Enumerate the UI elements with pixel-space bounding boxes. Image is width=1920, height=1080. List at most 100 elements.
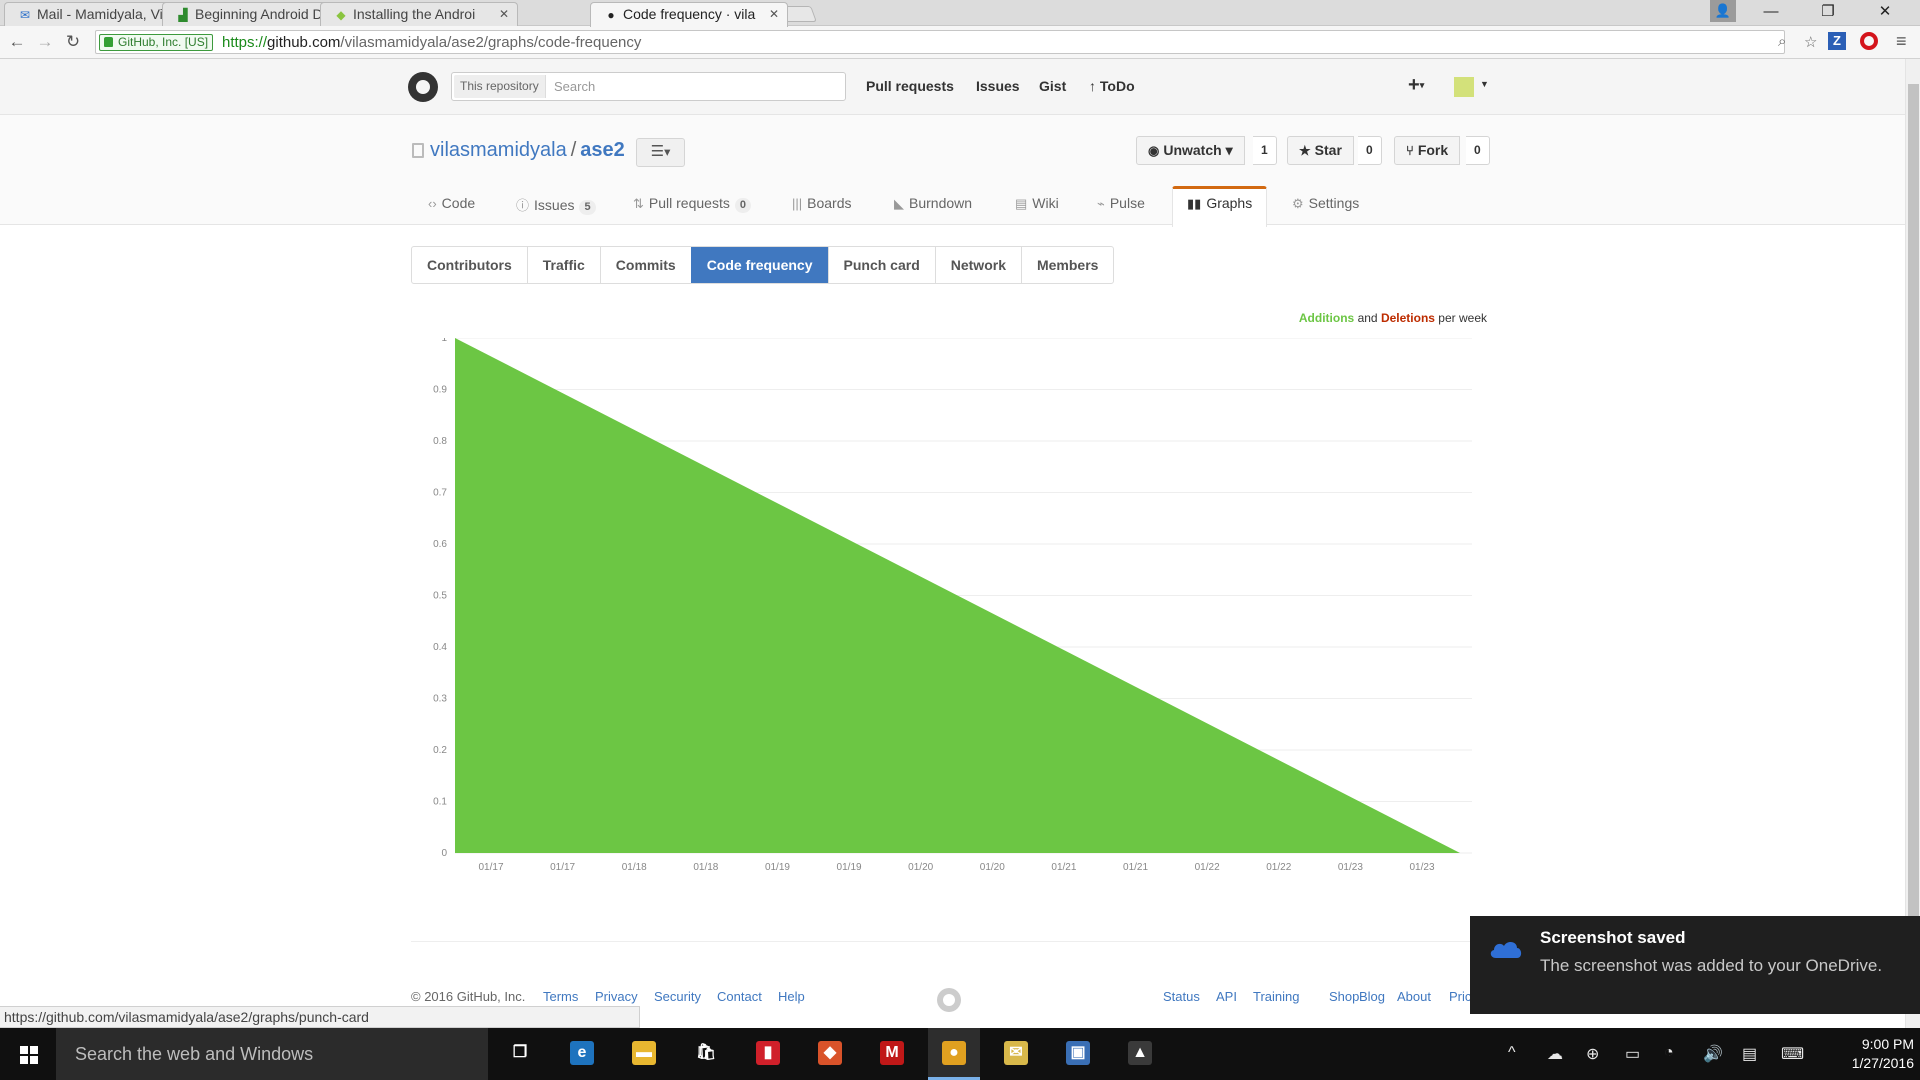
close-icon[interactable]: ✕ (498, 7, 509, 21)
footer-link-training[interactable]: Training (1253, 989, 1300, 1004)
toast-body: The screenshot was added to your OneDriv… (1540, 956, 1883, 975)
eye-icon: ◉ (1148, 143, 1160, 158)
footer-link-shop[interactable]: Shop (1329, 989, 1360, 1004)
tab-boards[interactable]: ||| Boards (792, 195, 852, 211)
footer-link-blog[interactable]: Blog (1359, 989, 1386, 1004)
footer-link-api[interactable]: API (1216, 989, 1237, 1004)
footer-link-contact[interactable]: Contact (717, 989, 762, 1004)
subnav-traffic[interactable]: Traffic (526, 247, 600, 283)
footer-link-privacy[interactable]: Privacy (595, 989, 638, 1004)
address-bar[interactable]: GitHub, Inc. [US] https://github.com/vil… (95, 30, 1817, 54)
tab-pull-requests[interactable]: ⇅ Pull requests 0 (633, 186, 751, 226)
chrome-menu-icon[interactable]: ≡ (1896, 31, 1907, 51)
repo-name-link[interactable]: ase2 (580, 139, 625, 161)
fork-button[interactable]: ⑂ Fork (1394, 136, 1461, 165)
taskbar-app-photos[interactable]: ▲ (1114, 1028, 1166, 1080)
github-logo-icon[interactable] (408, 72, 438, 102)
header-nav-issues[interactable]: Issues (976, 78, 1020, 94)
y-tick-label: 0.4 (433, 642, 447, 653)
x-tick-label: 01/23 (1338, 862, 1363, 873)
profile-icon[interactable]: 👤 (1710, 0, 1736, 22)
tab-issues[interactable]: ⓘ Issues 5 (516, 186, 596, 226)
subnav-members[interactable]: Members (1020, 247, 1113, 283)
close-window-button[interactable]: ✕ (1878, 3, 1892, 20)
bookmark-star-icon[interactable]: ☆ (1804, 34, 1818, 51)
subnav-network[interactable]: Network (934, 247, 1021, 283)
x-tick-label: 01/17 (550, 862, 575, 873)
browser-tab-installing-android[interactable]: ◆ Installing the Androi ✕ (320, 2, 518, 26)
taskbar-app-app-orange[interactable]: ◆ (804, 1028, 856, 1080)
browser-tab-code-frequency[interactable]: ● Code frequency · vila ✕ (590, 2, 788, 27)
tab-settings[interactable]: ⚙ Settings (1292, 195, 1360, 211)
issues-counter: 5 (579, 200, 596, 215)
github-mark-icon[interactable] (937, 988, 961, 1012)
search-input[interactable] (554, 76, 834, 97)
avatar[interactable] (1454, 77, 1474, 97)
tab-wiki[interactable]: ▤ Wiki (1015, 195, 1059, 211)
header-nav-gist[interactable]: Gist (1039, 78, 1067, 94)
taskbar-app-mail-app[interactable]: ✉ (990, 1028, 1042, 1080)
header-nav-todo[interactable]: ↑ ToDo (1089, 78, 1135, 94)
taskbar-app-chrome[interactable]: ● (928, 1028, 980, 1080)
star-button[interactable]: ★ Star (1287, 136, 1354, 165)
tab-pulse[interactable]: ⌁ Pulse (1097, 195, 1145, 211)
subnav-code-frequency[interactable]: Code frequency (690, 247, 828, 283)
ev-certificate-badge[interactable]: GitHub, Inc. [US] (99, 34, 214, 51)
scrollbar-thumb[interactable] (1908, 84, 1919, 974)
footer-link-terms[interactable]: Terms (543, 989, 579, 1004)
taskbar-app-mcafee[interactable]: M (866, 1028, 918, 1080)
subnav-contributors[interactable]: Contributors (427, 257, 512, 273)
opera-extension-icon[interactable] (1860, 32, 1878, 50)
footer-link-about[interactable]: About (1397, 989, 1431, 1004)
forks-count[interactable]: 0 (1466, 136, 1490, 165)
footer-link-status[interactable]: Status (1163, 989, 1200, 1004)
create-new-button[interactable]: +▾ (1408, 74, 1425, 96)
onedrive-icon[interactable]: ☁ (1547, 1046, 1563, 1063)
taskbar-app-task-view[interactable]: ❐ (494, 1028, 546, 1080)
restore-button[interactable]: ❐ (1821, 3, 1835, 20)
volume-icon[interactable]: 🔊 (1703, 1046, 1723, 1063)
show-hidden-icons[interactable]: ^ (1508, 1044, 1516, 1061)
keyboard-icon[interactable]: ⌨ (1781, 1046, 1805, 1063)
taskbar-clock[interactable]: 9:00 PM 1/27/2016 (1851, 1036, 1914, 1071)
repo-owner-link[interactable]: vilasmamidyala (430, 139, 567, 161)
taskbar-search-box[interactable]: Search the web and Windows (56, 1028, 488, 1080)
close-icon[interactable]: ✕ (768, 7, 779, 21)
tab-burndown[interactable]: ◣ Burndown (894, 195, 973, 211)
x-tick-label: 01/22 (1195, 862, 1220, 873)
antivirus-icon[interactable]: ⊕ (1586, 1046, 1600, 1063)
x-tick-label: 01/18 (622, 862, 647, 873)
back-icon[interactable]: ← (8, 32, 26, 51)
battery-icon[interactable]: ▭ (1625, 1046, 1641, 1063)
footer-link-pricing[interactable]: Pric (1449, 989, 1472, 1004)
reload-icon[interactable]: ↻ (65, 32, 81, 51)
taskbar-app-remote-desktop[interactable]: ▣ (1052, 1028, 1104, 1080)
site-search[interactable]: This repository (451, 72, 846, 101)
zoom-icon[interactable]: ⌕ (1778, 33, 1787, 50)
footer-link-help[interactable]: Help (778, 989, 805, 1004)
zotero-extension-icon[interactable]: Z (1828, 32, 1846, 50)
action-center-icon[interactable]: ▤ (1742, 1046, 1758, 1063)
minimize-button[interactable]: — (1763, 3, 1779, 20)
tab-graphs[interactable]: ▮▮ Graphs (1172, 186, 1268, 227)
header-nav-pull-requests[interactable]: Pull requests (866, 78, 954, 94)
taskbar-app-file-explorer[interactable]: ▬ (618, 1028, 670, 1080)
screenshot-saved-notification[interactable]: Screenshot saved The screenshot was adde… (1470, 916, 1920, 1014)
unwatch-button[interactable]: ◉ Unwatch ▾ (1136, 136, 1245, 165)
page-scrollbar[interactable] (1905, 59, 1920, 1028)
start-button[interactable] (0, 1028, 56, 1080)
taskbar-app-reader[interactable]: ▮ (742, 1028, 794, 1080)
taskbar-app-edge[interactable]: e (556, 1028, 608, 1080)
url-text[interactable]: https://github.com/vilasmamidyala/ase2/g… (222, 34, 642, 51)
chevron-down-icon[interactable]: ▼ (1480, 79, 1489, 89)
subnav-commits[interactable]: Commits (599, 247, 691, 283)
footer-link-security[interactable]: Security (654, 989, 701, 1004)
stars-count[interactable]: 0 (1358, 136, 1382, 165)
list-icon[interactable]: ☰▾ (636, 138, 685, 167)
tab-code[interactable]: ‹› Code (428, 195, 476, 211)
watchers-count[interactable]: 1 (1253, 136, 1277, 165)
taskbar-app-store[interactable]: 🛍 (680, 1028, 732, 1080)
subnav-punch-card[interactable]: Punch card (827, 247, 935, 283)
forward-icon[interactable]: → (36, 32, 54, 51)
wifi-icon[interactable]: ◔ (1664, 1044, 1674, 1061)
